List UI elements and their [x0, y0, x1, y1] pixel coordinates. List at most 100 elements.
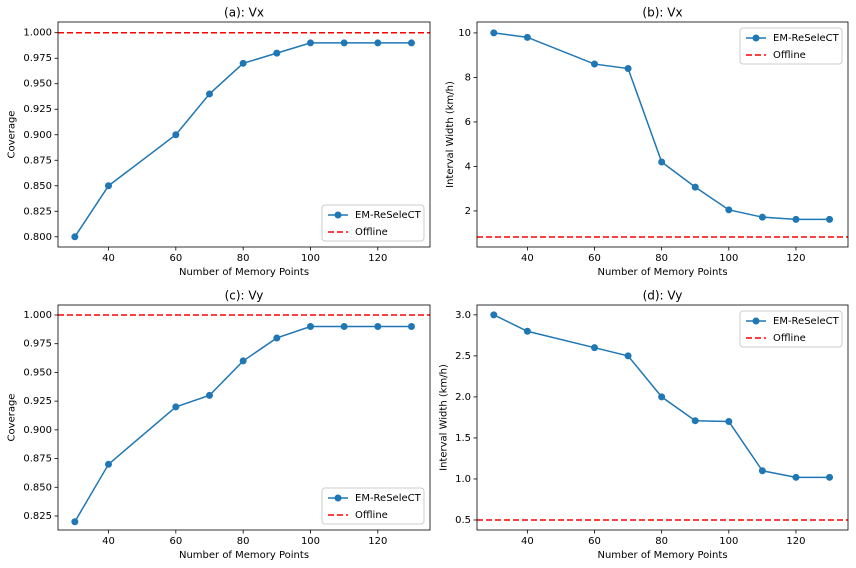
y-tick-label: 0.975 — [23, 53, 52, 64]
x-tick-label: 60 — [169, 536, 182, 547]
data-point — [490, 29, 498, 37]
axes-title: (d): Vy — [643, 289, 683, 303]
legend: EM-ReSeleCT Offline — [321, 487, 425, 525]
data-point — [523, 327, 531, 335]
data-point — [490, 311, 498, 319]
y-tick-label: 0.825 — [23, 206, 52, 217]
data-point — [407, 39, 415, 47]
data-point — [658, 393, 666, 401]
data-point — [273, 334, 281, 342]
x-tick-label: 40 — [521, 253, 534, 264]
y-tick-label: 2 — [465, 206, 471, 217]
data-point — [658, 158, 666, 166]
x-tick-label: 60 — [588, 536, 601, 547]
x-tick-label: 100 — [719, 536, 738, 547]
data-point — [792, 215, 800, 223]
y-tick-label: 0.950 — [23, 79, 52, 90]
data-point — [691, 183, 699, 191]
legend-label: Offline — [355, 227, 388, 238]
data-point — [306, 39, 314, 47]
y-axis-label: Coverage — [7, 394, 18, 442]
y-tick-label: 0.850 — [23, 181, 52, 192]
y-tick-label: 0.900 — [23, 425, 52, 436]
x-tick-label: 40 — [521, 536, 534, 547]
y-tick-label: 0.900 — [23, 130, 52, 141]
x-tick-label: 120 — [368, 253, 387, 264]
data-point — [205, 391, 213, 399]
y-tick-label: 0.925 — [23, 104, 52, 115]
x-tick-label: 100 — [301, 536, 320, 547]
y-tick-label: 0.875 — [23, 155, 52, 166]
x-tick-label: 80 — [237, 253, 250, 264]
axes-title: (a): Vx — [224, 6, 264, 20]
x-axis-label: Number of Memory Points — [179, 267, 309, 278]
x-tick-label: 60 — [588, 253, 601, 264]
legend-marker — [752, 34, 760, 42]
data-point — [826, 215, 834, 223]
data-point — [172, 403, 180, 411]
legend-marker — [334, 211, 342, 219]
y-tick-label: 8 — [465, 72, 471, 83]
series-line — [493, 32, 830, 221]
data-point — [340, 39, 348, 47]
legend: EM-ReSeleCT Offline — [739, 27, 843, 65]
data-point — [523, 33, 531, 41]
legend-label: Offline — [773, 333, 806, 344]
axes-frame — [57, 304, 431, 531]
data-point — [758, 467, 766, 475]
y-tick-label: 0.825 — [23, 511, 52, 522]
x-axis-label: Number of Memory Points — [597, 267, 727, 278]
legend-label: EM-ReSeleCT — [355, 493, 422, 504]
x-axis-label: Number of Memory Points — [179, 550, 309, 561]
data-point — [624, 352, 632, 360]
y-axis-label: Coverage — [7, 111, 18, 159]
series-line — [74, 325, 412, 523]
data-point — [71, 233, 79, 241]
y-tick-label: 4 — [465, 161, 471, 172]
y-tick-label: 2.0 — [455, 392, 471, 403]
data-point — [239, 59, 247, 67]
data-point — [407, 322, 415, 330]
x-tick-label: 80 — [655, 253, 668, 264]
y-tick-label: 1.5 — [455, 433, 471, 444]
y-tick-label: 0.925 — [23, 396, 52, 407]
axes-title: (c): Vy — [225, 289, 264, 303]
data-point — [591, 344, 599, 352]
y-tick-label: 10 — [458, 28, 471, 39]
y-tick-label: 0.5 — [455, 515, 471, 526]
y-tick-label: 0.975 — [23, 339, 52, 350]
legend: EM-ReSeleCT Offline — [321, 204, 425, 242]
x-axis-label: Number of Memory Points — [597, 550, 727, 561]
axes-frame — [476, 21, 849, 248]
data-point — [172, 131, 180, 139]
y-axis-label: Interval Width (km/h) — [445, 81, 456, 188]
y-tick-label: 0.850 — [23, 482, 52, 493]
data-point — [104, 460, 112, 468]
series-line — [74, 42, 412, 238]
y-axis-label: Interval Width (km/h) — [439, 364, 450, 471]
y-tick-label: 3.0 — [455, 310, 471, 321]
legend: EM-ReSeleCT Offline — [739, 310, 843, 348]
x-tick-label: 60 — [169, 253, 182, 264]
legend-label: EM-ReSeleCT — [773, 316, 840, 327]
x-tick-label: 80 — [237, 536, 250, 547]
legend-label: Offline — [355, 510, 388, 521]
y-tick-label: 0.875 — [23, 454, 52, 465]
legend-label: EM-ReSeleCT — [355, 210, 422, 221]
data-point — [624, 65, 632, 73]
data-point — [725, 206, 733, 214]
legend-marker — [752, 317, 760, 325]
data-point — [725, 418, 733, 426]
x-tick-label: 120 — [786, 536, 805, 547]
data-point — [205, 90, 213, 98]
x-tick-label: 80 — [655, 536, 668, 547]
axes-title: (b): Vx — [642, 6, 682, 20]
legend-label: Offline — [773, 50, 806, 61]
x-tick-label: 40 — [102, 536, 115, 547]
data-point — [758, 213, 766, 221]
data-point — [792, 473, 800, 481]
y-tick-label: 1.000 — [23, 310, 52, 321]
y-tick-label: 0.800 — [23, 232, 52, 243]
x-tick-label: 120 — [786, 253, 805, 264]
